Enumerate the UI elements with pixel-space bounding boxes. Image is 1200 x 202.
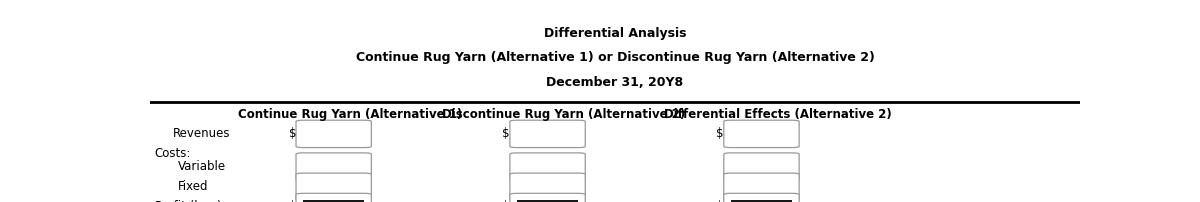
FancyBboxPatch shape — [510, 193, 586, 202]
Text: Differential Effects (Alternative 2): Differential Effects (Alternative 2) — [664, 108, 892, 121]
FancyBboxPatch shape — [724, 153, 799, 180]
Text: $: $ — [288, 127, 296, 140]
Text: Variable: Variable — [178, 160, 226, 173]
Text: Continue Rug Yarn (Alternative 1): Continue Rug Yarn (Alternative 1) — [238, 108, 462, 121]
Text: Differential Analysis: Differential Analysis — [544, 27, 686, 40]
FancyBboxPatch shape — [296, 173, 371, 200]
FancyBboxPatch shape — [724, 120, 799, 148]
FancyBboxPatch shape — [510, 153, 586, 180]
Text: $: $ — [503, 201, 510, 202]
Text: Continue Rug Yarn (Alternative 1) or Discontinue Rug Yarn (Alternative 2): Continue Rug Yarn (Alternative 1) or Dis… — [355, 52, 875, 64]
Text: Revenues: Revenues — [173, 127, 230, 140]
FancyBboxPatch shape — [296, 193, 371, 202]
FancyBboxPatch shape — [724, 173, 799, 200]
Text: Costs:: Costs: — [155, 147, 191, 160]
FancyBboxPatch shape — [510, 173, 586, 200]
FancyBboxPatch shape — [724, 193, 799, 202]
Text: $: $ — [288, 201, 296, 202]
FancyBboxPatch shape — [510, 120, 586, 148]
Text: December 31, 20Y8: December 31, 20Y8 — [546, 76, 684, 89]
Text: $: $ — [716, 201, 724, 202]
FancyBboxPatch shape — [296, 153, 371, 180]
FancyBboxPatch shape — [296, 120, 371, 148]
Text: $: $ — [716, 127, 724, 140]
Text: $: $ — [503, 127, 510, 140]
Text: Profit (loss): Profit (loss) — [155, 201, 221, 202]
Text: Fixed: Fixed — [178, 180, 209, 193]
Text: Discontinue Rug Yarn (Alternative 2): Discontinue Rug Yarn (Alternative 2) — [443, 108, 685, 121]
